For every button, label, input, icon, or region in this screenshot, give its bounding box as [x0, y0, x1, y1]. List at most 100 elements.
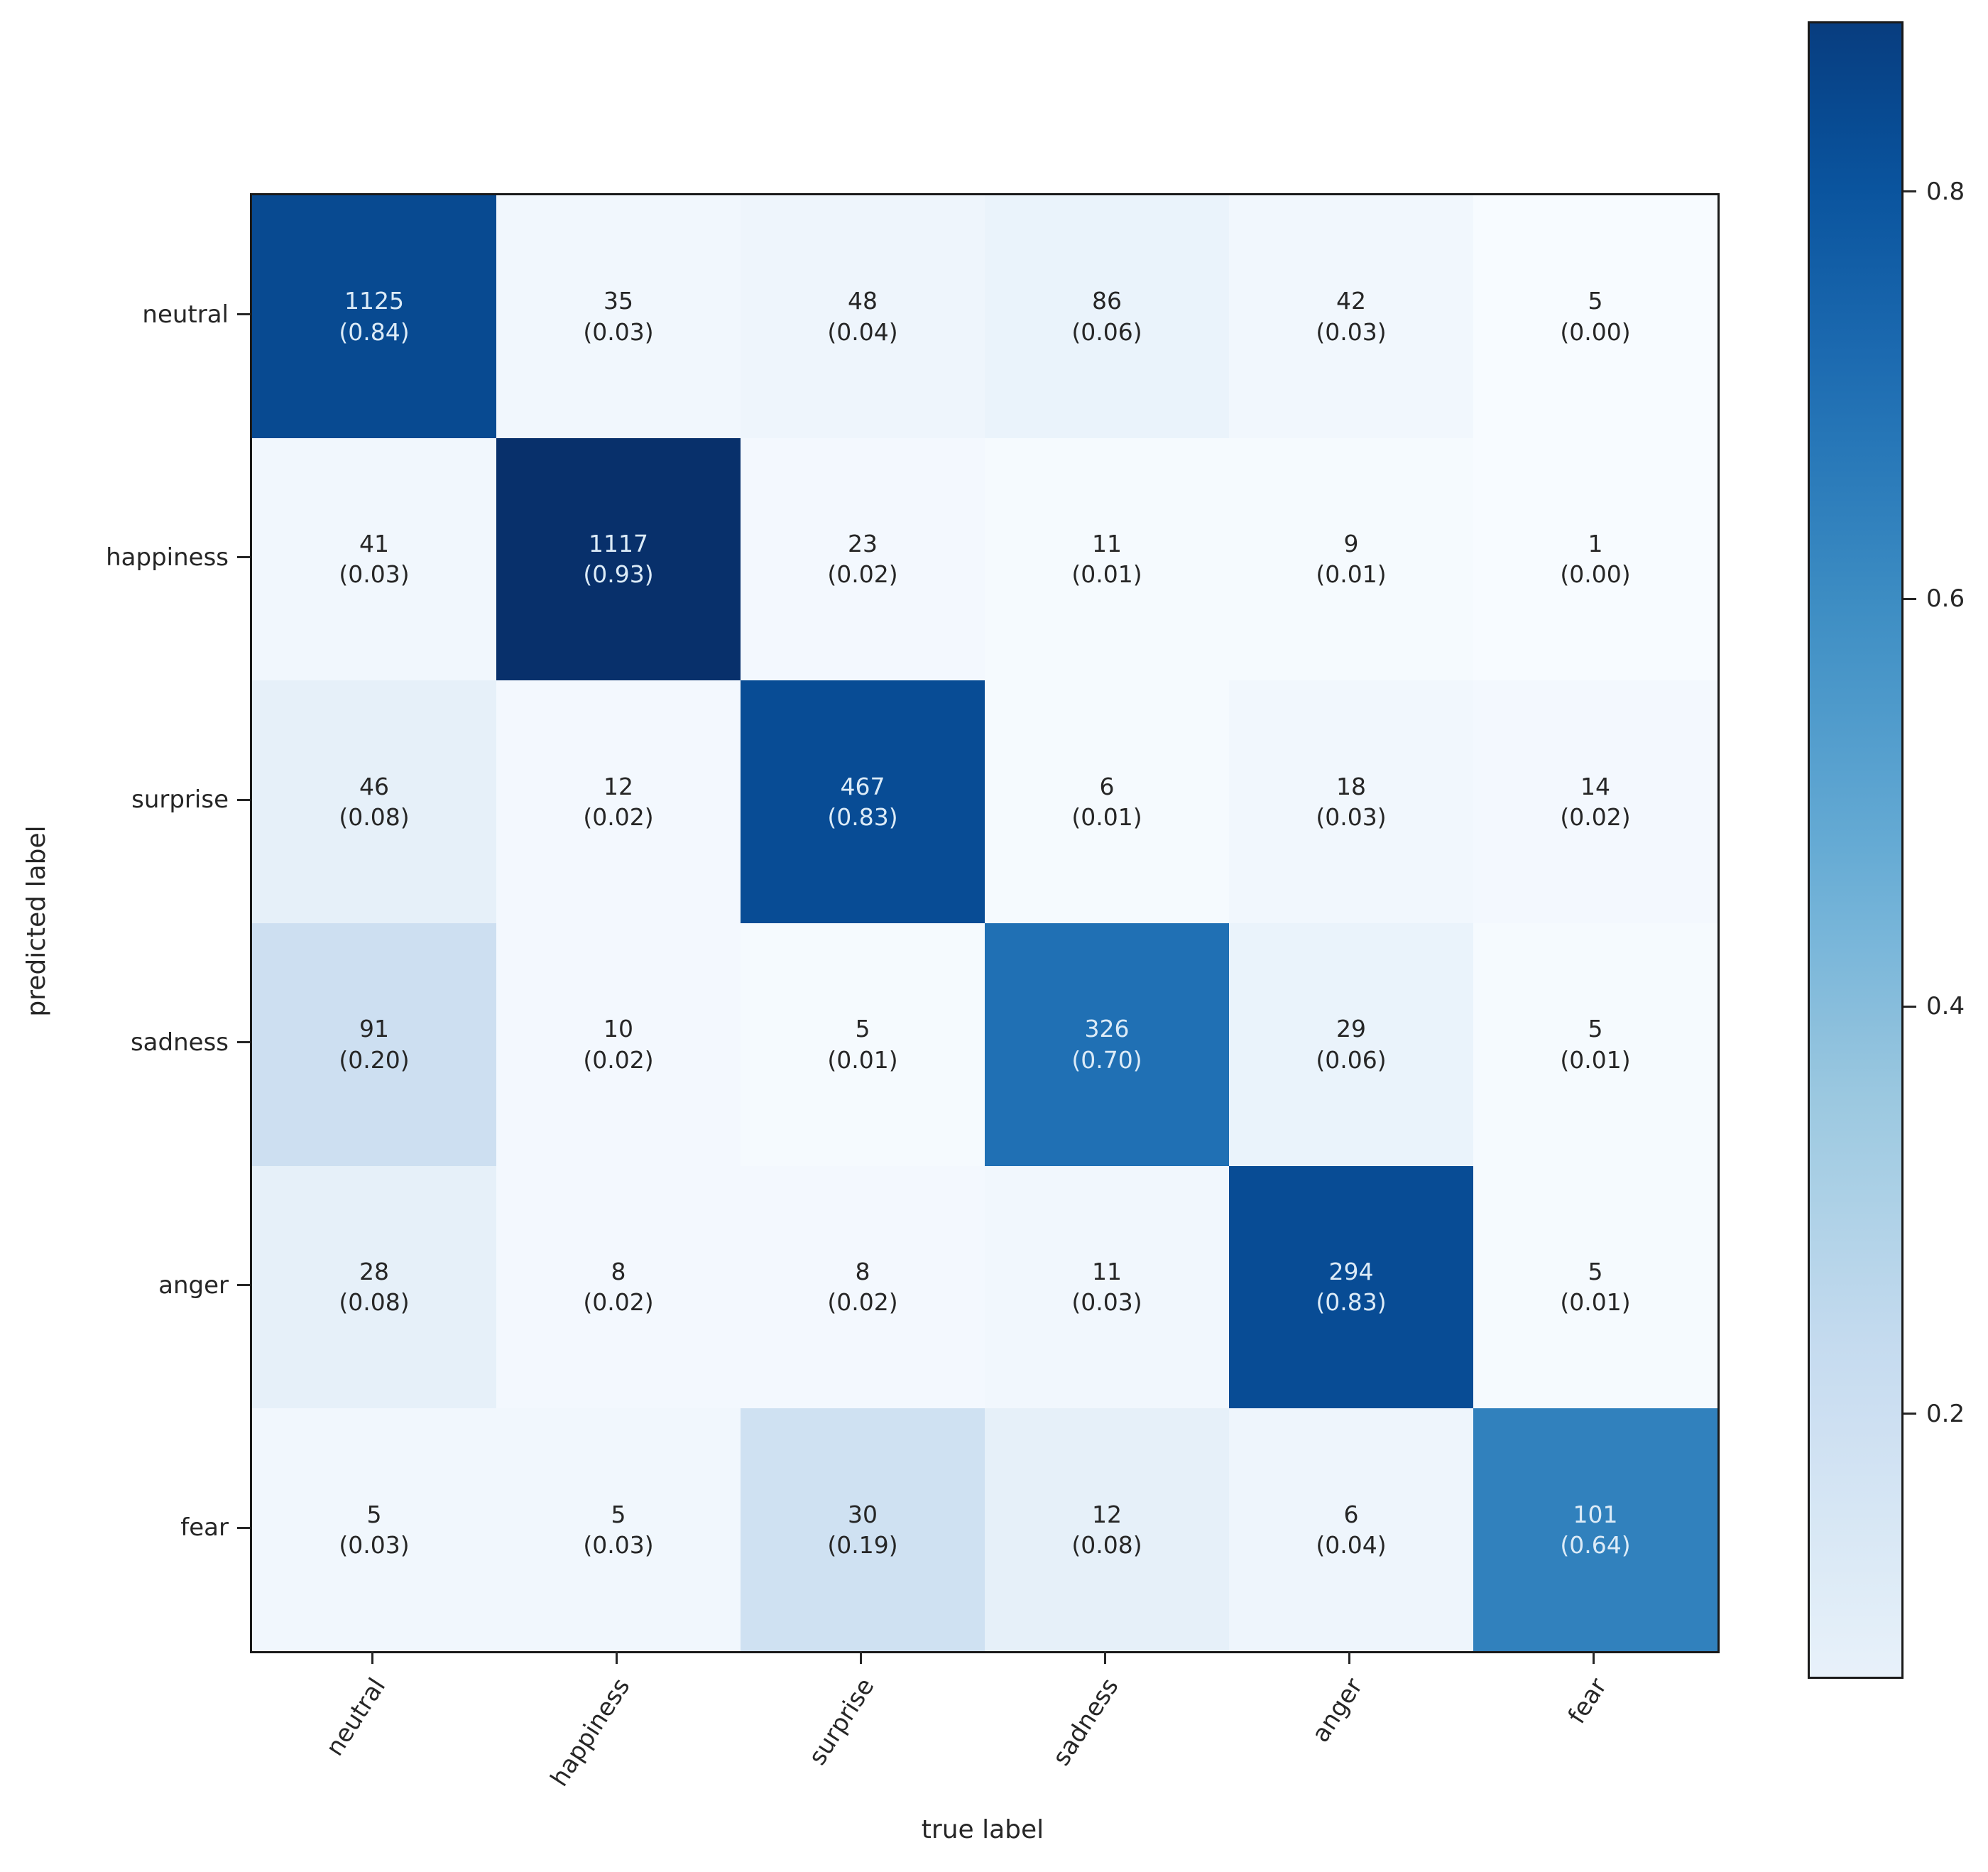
heatmap-cell: 35 (0.03) — [496, 195, 741, 438]
cell-proportion: (0.03) — [339, 1531, 410, 1560]
heatmap-cell: 86 (0.06) — [985, 195, 1229, 438]
colorbar-tick-label: 0.6 — [1926, 584, 1965, 614]
colorbar — [1808, 21, 1904, 1679]
cell-proportion: (0.83) — [1316, 1288, 1387, 1317]
cell-count: 8 — [611, 1257, 626, 1285]
heatmap-cell: 30 (0.19) — [741, 1408, 985, 1651]
cell-count: 8 — [855, 1257, 870, 1285]
heatmap-cell: 18 (0.03) — [1229, 680, 1473, 923]
heatmap-cell: 11 (0.01) — [985, 437, 1229, 681]
cell-proportion: (0.20) — [339, 1045, 410, 1074]
cell-count: 29 — [1336, 1015, 1366, 1043]
y-tick-mark — [237, 1526, 250, 1529]
heatmap-cell: 91 (0.20) — [252, 923, 496, 1166]
colorbar-tick-mark — [1904, 1005, 1916, 1008]
cell-count: 48 — [848, 287, 878, 315]
cell-proportion: (0.02) — [827, 1288, 898, 1317]
cell-proportion: (0.03) — [583, 1531, 654, 1560]
colorbar-tick-mark — [1904, 190, 1916, 193]
cell-proportion: (0.02) — [827, 560, 898, 589]
cell-count: 1 — [1588, 529, 1603, 557]
cell-proportion: (0.03) — [1316, 317, 1387, 346]
y-tick-label: neutral — [142, 300, 229, 329]
cell-proportion: (0.03) — [1071, 1288, 1142, 1317]
heatmap-cell: 28 (0.08) — [252, 1165, 496, 1409]
colorbar-tick-label: 0.2 — [1926, 1399, 1965, 1428]
cell-proportion: (0.03) — [339, 560, 410, 589]
cell-count: 326 — [1084, 1015, 1130, 1043]
x-tick-label: anger — [1306, 1673, 1369, 1748]
cell-count: 101 — [1573, 1500, 1618, 1528]
heatmap-cell: 5 (0.00) — [1473, 195, 1717, 438]
cell-count: 294 — [1328, 1257, 1374, 1285]
heatmap-cell: 1125 (0.84) — [252, 195, 496, 438]
heatmap-cell: 326 (0.70) — [985, 923, 1229, 1166]
heatmap-cell: 6 (0.04) — [1229, 1408, 1473, 1651]
cell-proportion: (0.02) — [583, 803, 654, 832]
cell-proportion: (0.02) — [1560, 803, 1631, 832]
x-tick-mark — [1103, 1651, 1106, 1664]
heatmap-cell: 6 (0.01) — [985, 680, 1229, 923]
cell-proportion: (0.04) — [827, 317, 898, 346]
colorbar-gradient — [1810, 23, 1901, 1677]
cell-count: 42 — [1336, 287, 1366, 315]
colorbar-tick-label: 0.4 — [1926, 992, 1965, 1021]
cell-count: 5 — [855, 1015, 870, 1043]
heatmap-cell: 5 (0.03) — [496, 1408, 741, 1651]
heatmap-cell: 29 (0.06) — [1229, 923, 1473, 1166]
cell-count: 23 — [848, 529, 878, 557]
y-tick-label: fear — [180, 1513, 229, 1542]
heatmap-cell: 14 (0.02) — [1473, 680, 1717, 923]
y-tick-label: happiness — [106, 543, 229, 572]
heatmap-cell: 48 (0.04) — [741, 195, 985, 438]
cell-proportion: (0.84) — [339, 317, 410, 346]
cell-proportion: (0.04) — [1316, 1531, 1387, 1560]
cell-count: 12 — [1092, 1500, 1122, 1528]
cell-count: 10 — [604, 1015, 633, 1043]
y-tick-label: anger — [158, 1270, 229, 1300]
cell-count: 5 — [366, 1500, 382, 1528]
cell-proportion: (0.01) — [1560, 1288, 1631, 1317]
cell-proportion: (0.19) — [827, 1531, 898, 1560]
heatmap-cell: 11 (0.03) — [985, 1165, 1229, 1409]
cell-count: 11 — [1092, 529, 1122, 557]
cell-count: 12 — [604, 772, 633, 800]
cell-proportion: (0.08) — [339, 1288, 410, 1317]
x-tick-label: sadness — [1047, 1673, 1125, 1771]
heatmap-cell: 1 (0.00) — [1473, 437, 1717, 681]
y-tick-mark — [237, 1041, 250, 1044]
cell-proportion: (0.01) — [827, 1045, 898, 1074]
cell-proportion: (0.06) — [1071, 317, 1142, 346]
heatmap-cell: 467 (0.83) — [741, 680, 985, 923]
x-tick-mark — [1348, 1651, 1350, 1664]
cell-count: 86 — [1092, 287, 1122, 315]
x-axis-title: true label — [921, 1815, 1044, 1844]
cell-proportion: (0.01) — [1071, 803, 1142, 832]
heatmap-cell: 9 (0.01) — [1229, 437, 1473, 681]
heatmap-cell: 8 (0.02) — [741, 1165, 985, 1409]
x-tick-label: neutral — [320, 1673, 392, 1761]
cell-count: 5 — [611, 1500, 626, 1528]
x-tick-label: surprise — [803, 1673, 880, 1770]
cell-count: 18 — [1336, 772, 1366, 800]
cell-proportion: (0.00) — [1560, 317, 1631, 346]
cell-proportion: (0.03) — [1316, 803, 1387, 832]
cell-proportion: (0.02) — [583, 1288, 654, 1317]
y-tick-label: sadness — [130, 1028, 229, 1057]
colorbar-tick-label: 0.8 — [1926, 177, 1965, 206]
cell-proportion: (0.00) — [1560, 560, 1631, 589]
cell-proportion: (0.01) — [1316, 560, 1387, 589]
cell-proportion: (0.02) — [583, 1045, 654, 1074]
heatmap-cell: 5 (0.01) — [1473, 923, 1717, 1166]
heatmap-cell: 46 (0.08) — [252, 680, 496, 923]
x-tick-label: happiness — [545, 1673, 636, 1792]
heatmap-cell: 10 (0.02) — [496, 923, 741, 1166]
cell-proportion: (0.01) — [1560, 1045, 1631, 1074]
x-tick-mark — [371, 1651, 373, 1664]
cell-proportion: (0.08) — [339, 803, 410, 832]
y-tick-mark — [237, 556, 250, 558]
cell-count: 5 — [1588, 1257, 1603, 1285]
heatmap-cell: 1117 (0.93) — [496, 437, 741, 681]
x-tick-label: fear — [1563, 1673, 1613, 1729]
